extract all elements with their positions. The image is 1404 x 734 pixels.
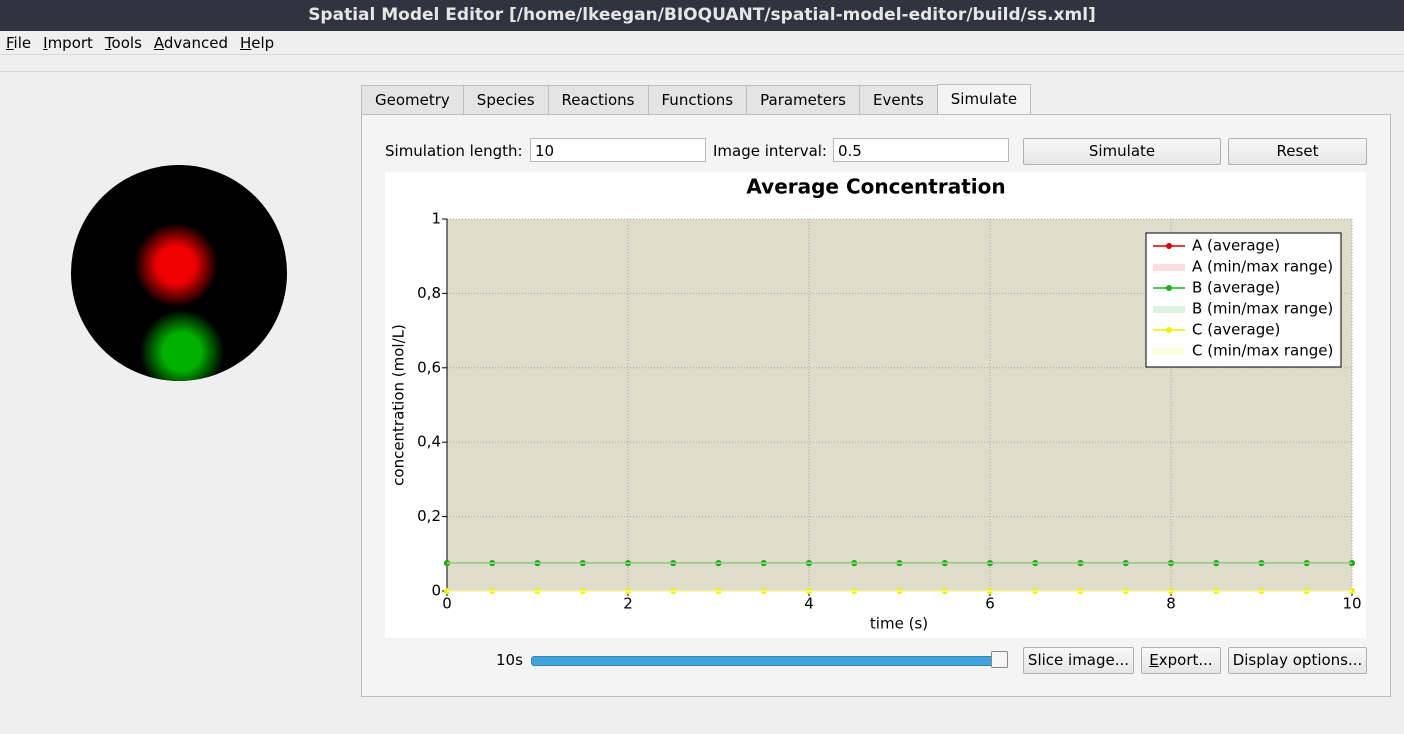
tab[interactable]: Species (462, 85, 549, 114)
tab-bar: Geometry Species Reactions Functions Par… (361, 84, 1032, 115)
legend-label: C (min/max range) (1192, 342, 1333, 360)
window-title: Spatial Model Editor [/home/lkeegan/BIOQ… (308, 5, 1096, 25)
y-axis-label: concentration (mol/L) (390, 324, 408, 486)
x-axis-label: time (s) (870, 615, 928, 633)
chart: Average Concentration time (s) concentra… (385, 172, 1366, 638)
legend-box (1145, 232, 1342, 368)
y-tick-label: 0,8 (417, 284, 441, 302)
tab[interactable]: Reactions (547, 85, 649, 114)
legend: A (average) A (min/max range) B (average) B… (1145, 232, 1342, 368)
y-tick-label: 0 (431, 582, 441, 600)
tab[interactable]: Geometry (361, 85, 464, 114)
slider-handle[interactable] (991, 651, 1008, 668)
title-bar: Spatial Model Editor [/home/lkeegan/BIOQ… (0, 0, 1404, 31)
x-tick-label: 10 (1342, 595, 1361, 613)
button[interactable]: Export... (1141, 647, 1221, 674)
tab-active[interactable]: Simulate (936, 84, 1032, 115)
tab[interactable]: Parameters (746, 85, 860, 114)
y-tick-label: 0,6 (417, 358, 441, 376)
legend-swatch (1153, 306, 1185, 313)
time-label: 10s (496, 651, 523, 669)
x-tick-label: 6 (985, 595, 995, 613)
tab[interactable]: Functions (647, 85, 748, 114)
y-tick-label: 0,4 (417, 433, 441, 451)
menu-bar: File Import Tools Advanced Help (0, 31, 1404, 54)
legend-swatch (1166, 327, 1172, 333)
legend-label: B (average) (1192, 279, 1280, 297)
x-tick-label: 8 (1166, 595, 1176, 613)
button[interactable]: Simulate (1023, 138, 1221, 165)
menu-item[interactable]: Import (43, 34, 93, 52)
menu-item[interactable]: Tools (104, 34, 142, 52)
legend-swatch (1153, 348, 1185, 355)
x-tick-label: 0 (442, 595, 452, 613)
legend-swatch (1166, 285, 1172, 291)
legend-swatch (1166, 243, 1172, 249)
time-slider[interactable] (531, 656, 1003, 666)
button[interactable]: Slice image... (1023, 647, 1134, 674)
y-tick-label: 1 (431, 210, 441, 228)
button[interactable]: Display options... (1228, 647, 1367, 674)
y-tick-label: 0,2 (417, 507, 441, 525)
tab[interactable]: Events (858, 85, 938, 114)
legend-label: B (min/max range) (1192, 300, 1333, 318)
label: Simulation length: (385, 142, 523, 160)
legend-label: A (average) (1192, 237, 1280, 255)
menu-item[interactable]: File (6, 34, 32, 52)
menu-item[interactable]: Advanced (153, 34, 228, 52)
x-tick-label: 4 (804, 595, 814, 613)
toolbar (0, 54, 1404, 72)
x-tick-label: 2 (623, 595, 633, 613)
text-input[interactable]: 0.5 (833, 138, 1009, 162)
geometry-image (71, 165, 287, 381)
menu-item[interactable]: Help (240, 34, 275, 52)
text-input[interactable]: 10 (530, 138, 706, 162)
legend-label: C (average) (1192, 321, 1280, 339)
label: Image interval: (713, 142, 827, 160)
button[interactable]: Reset (1228, 138, 1367, 165)
legend-swatch (1153, 264, 1185, 271)
legend-label: A (min/max range) (1192, 258, 1333, 276)
chart-title: Average Concentration (746, 175, 1005, 199)
